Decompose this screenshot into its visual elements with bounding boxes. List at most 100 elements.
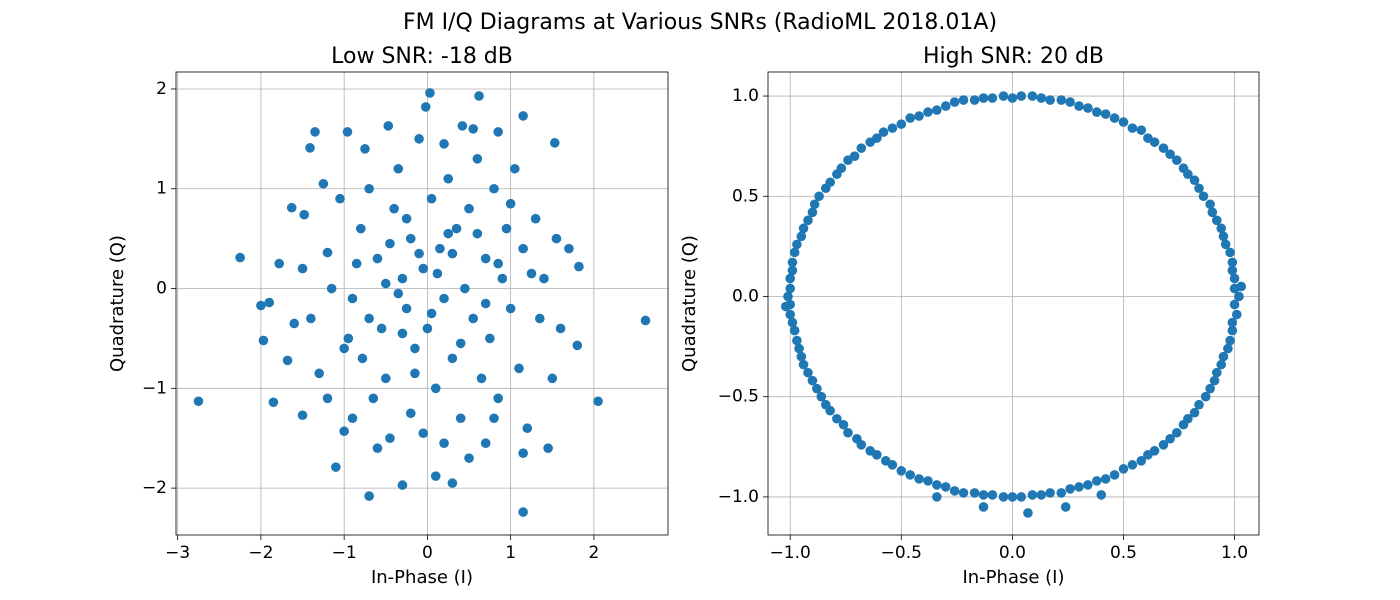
point [489,413,499,424]
point [539,273,549,284]
figure-title: FM I/Q Diagrams at Various SNRs (RadioML… [403,10,997,35]
point [1227,257,1238,268]
point [430,383,441,394]
y-tick-label: 1.0 [732,86,759,106]
point [796,231,807,242]
point [380,373,391,384]
y-axis-label: Quadrature (Q) [679,235,700,372]
point [932,105,942,115]
axes-frame [175,71,669,536]
point [1056,95,1067,105]
point [940,482,951,492]
x-tick-label: 0.5 [1110,543,1137,563]
point [1036,490,1047,500]
point [816,391,827,402]
y-tick-label: 0.5 [732,186,759,206]
point [326,283,337,294]
point [518,448,528,458]
point [1200,391,1211,402]
point [385,433,395,444]
point [543,443,553,453]
point [932,492,942,502]
point [193,396,204,407]
point [987,490,998,500]
point [380,278,391,289]
axes-frame [767,71,1260,536]
point [474,91,484,101]
point [264,297,275,308]
point [572,340,583,351]
point [1229,273,1240,284]
point [447,353,458,364]
point [460,283,470,294]
x-tick-label: −2 [248,543,273,563]
y-tick-label: −1 [142,378,167,398]
point [360,144,370,154]
y-tick-label: 1 [156,179,167,199]
point [1027,91,1038,101]
y-tick-label: 0.0 [732,286,759,306]
point [493,258,503,269]
point [455,413,466,424]
point [1127,460,1138,470]
x-tick-label: 2 [588,543,599,563]
point [872,133,882,143]
point [297,263,308,274]
point [798,359,809,370]
point [932,480,942,490]
point [372,253,383,264]
point [335,193,345,204]
x-tick-label: 1.0 [1221,543,1248,563]
point [555,323,566,334]
x-axis-label: In-Phase (I) [371,567,473,588]
point [949,97,960,107]
point [534,313,545,324]
point [872,450,882,460]
point [1194,183,1204,194]
point [443,173,454,184]
point [351,258,362,269]
point [1065,97,1075,107]
point [1236,281,1247,292]
point [1205,199,1215,210]
point [1227,317,1238,328]
point [347,413,358,424]
point [314,368,324,379]
point [505,198,516,209]
point [282,355,293,366]
point [547,373,558,384]
y-axis-label: Quadrature (Q) [107,235,128,372]
point [887,123,898,133]
point [343,333,354,344]
point [339,426,349,437]
point [958,488,969,498]
x-tick-label: 1 [505,543,516,563]
point [468,313,478,324]
point [940,101,951,111]
point [789,247,800,258]
point [439,139,449,149]
point [1118,117,1129,127]
y-tick-label: 0 [156,279,167,299]
point [787,257,798,268]
point [393,288,404,299]
point [1189,407,1200,418]
point [289,318,300,329]
point [1007,93,1018,103]
x-tick-label: 0.0 [999,543,1026,563]
point [426,193,437,204]
point [306,313,316,324]
point [501,223,512,234]
point [356,223,366,234]
point [792,335,802,346]
x-tick-label: −1 [332,543,357,563]
x-tick-label: −3 [165,543,190,563]
point [1016,91,1027,101]
point [432,268,443,279]
point [472,154,483,164]
point [457,121,468,131]
point [368,393,379,404]
point [803,367,813,378]
point [1227,265,1238,276]
point [435,243,445,254]
